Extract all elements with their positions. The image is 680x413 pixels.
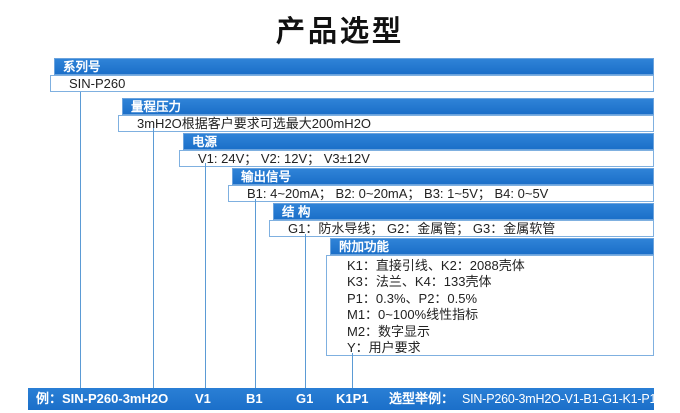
addon-line-k1k2: K1：直接引线、K2：2088壳体	[347, 258, 525, 273]
section-output-value: B1: 4~20mA； B2: 0~20mA； B3: 1~5V； B4: 0~…	[228, 185, 654, 202]
example-code-b1: B1	[246, 391, 263, 406]
connector-line-series	[80, 92, 81, 388]
selection-example-code: SIN-P260-3mH2O-V1-B1-G1-K1-P1	[462, 392, 657, 406]
page-title: 产品选型	[275, 16, 404, 48]
section-power-header: 电源	[183, 133, 654, 150]
connector-line-output	[255, 199, 256, 388]
section-output: 输出信号 B1: 4~20mA； B2: 0~20mA； B3: 1~5V； B…	[228, 168, 654, 202]
section-range-value: 3mH2O根据客户要求可选最大200mH2O	[118, 115, 654, 132]
addon-line-y: Y：用户要求	[347, 339, 421, 355]
connector-line-range	[153, 128, 154, 388]
section-structure-value: G1：防水导线； G2：金属管； G3：金属软管	[269, 220, 654, 237]
example-code-g1: G1	[296, 391, 314, 406]
section-power: 电源 V1: 24V； V2: 12V； V3±12V	[179, 133, 654, 167]
section-power-value: V1: 24V； V2: 12V； V3±12V	[179, 150, 654, 167]
section-range-header: 量程压力	[122, 98, 654, 115]
section-range: 量程压力 3mH2O根据客户要求可选最大200mH2O	[118, 98, 654, 132]
example-code-v1: V1	[195, 391, 211, 406]
addon-line-m1: M1：0~100%线性指标	[347, 307, 479, 323]
section-addons-header: 附加功能	[330, 238, 654, 255]
addon-line-m2: M2：数字显示	[347, 323, 431, 339]
section-series-value: SIN-P260	[50, 75, 654, 92]
section-series: 系列号 SIN-P260	[50, 58, 654, 92]
section-structure-header: 结 构	[273, 203, 654, 220]
section-structure: 结 构 G1：防水导线； G2：金属管； G3：金属软管	[269, 203, 654, 237]
section-addons: 附加功能 K1：直接引线、K2：2088壳体 K3：法兰、K4：133壳体 P1…	[326, 238, 654, 356]
connector-line-power	[205, 163, 206, 388]
section-addons-value: K1：直接引线、K2：2088壳体 K3：法兰、K4：133壳体 P1：0.3%…	[326, 255, 654, 356]
section-output-header: 输出信号	[232, 168, 654, 185]
example-bar: 例：SIN-P260-3mH2O V1 B1 G1 K1P1 选型举例： SIN…	[28, 388, 657, 410]
example-code-k1p1: K1P1	[336, 391, 369, 406]
connector-line-addons	[352, 353, 353, 388]
selection-example-label: 选型举例：	[389, 391, 455, 406]
section-series-header: 系列号	[54, 58, 654, 75]
example-label: 例：SIN-P260-3mH2O	[36, 391, 169, 406]
addon-line-k3k4: K3：法兰、K4：133壳体	[347, 274, 492, 290]
connector-line-structure	[305, 234, 306, 388]
addon-line-p1p2: P1：0.3%、P2：0.5%	[347, 290, 478, 306]
